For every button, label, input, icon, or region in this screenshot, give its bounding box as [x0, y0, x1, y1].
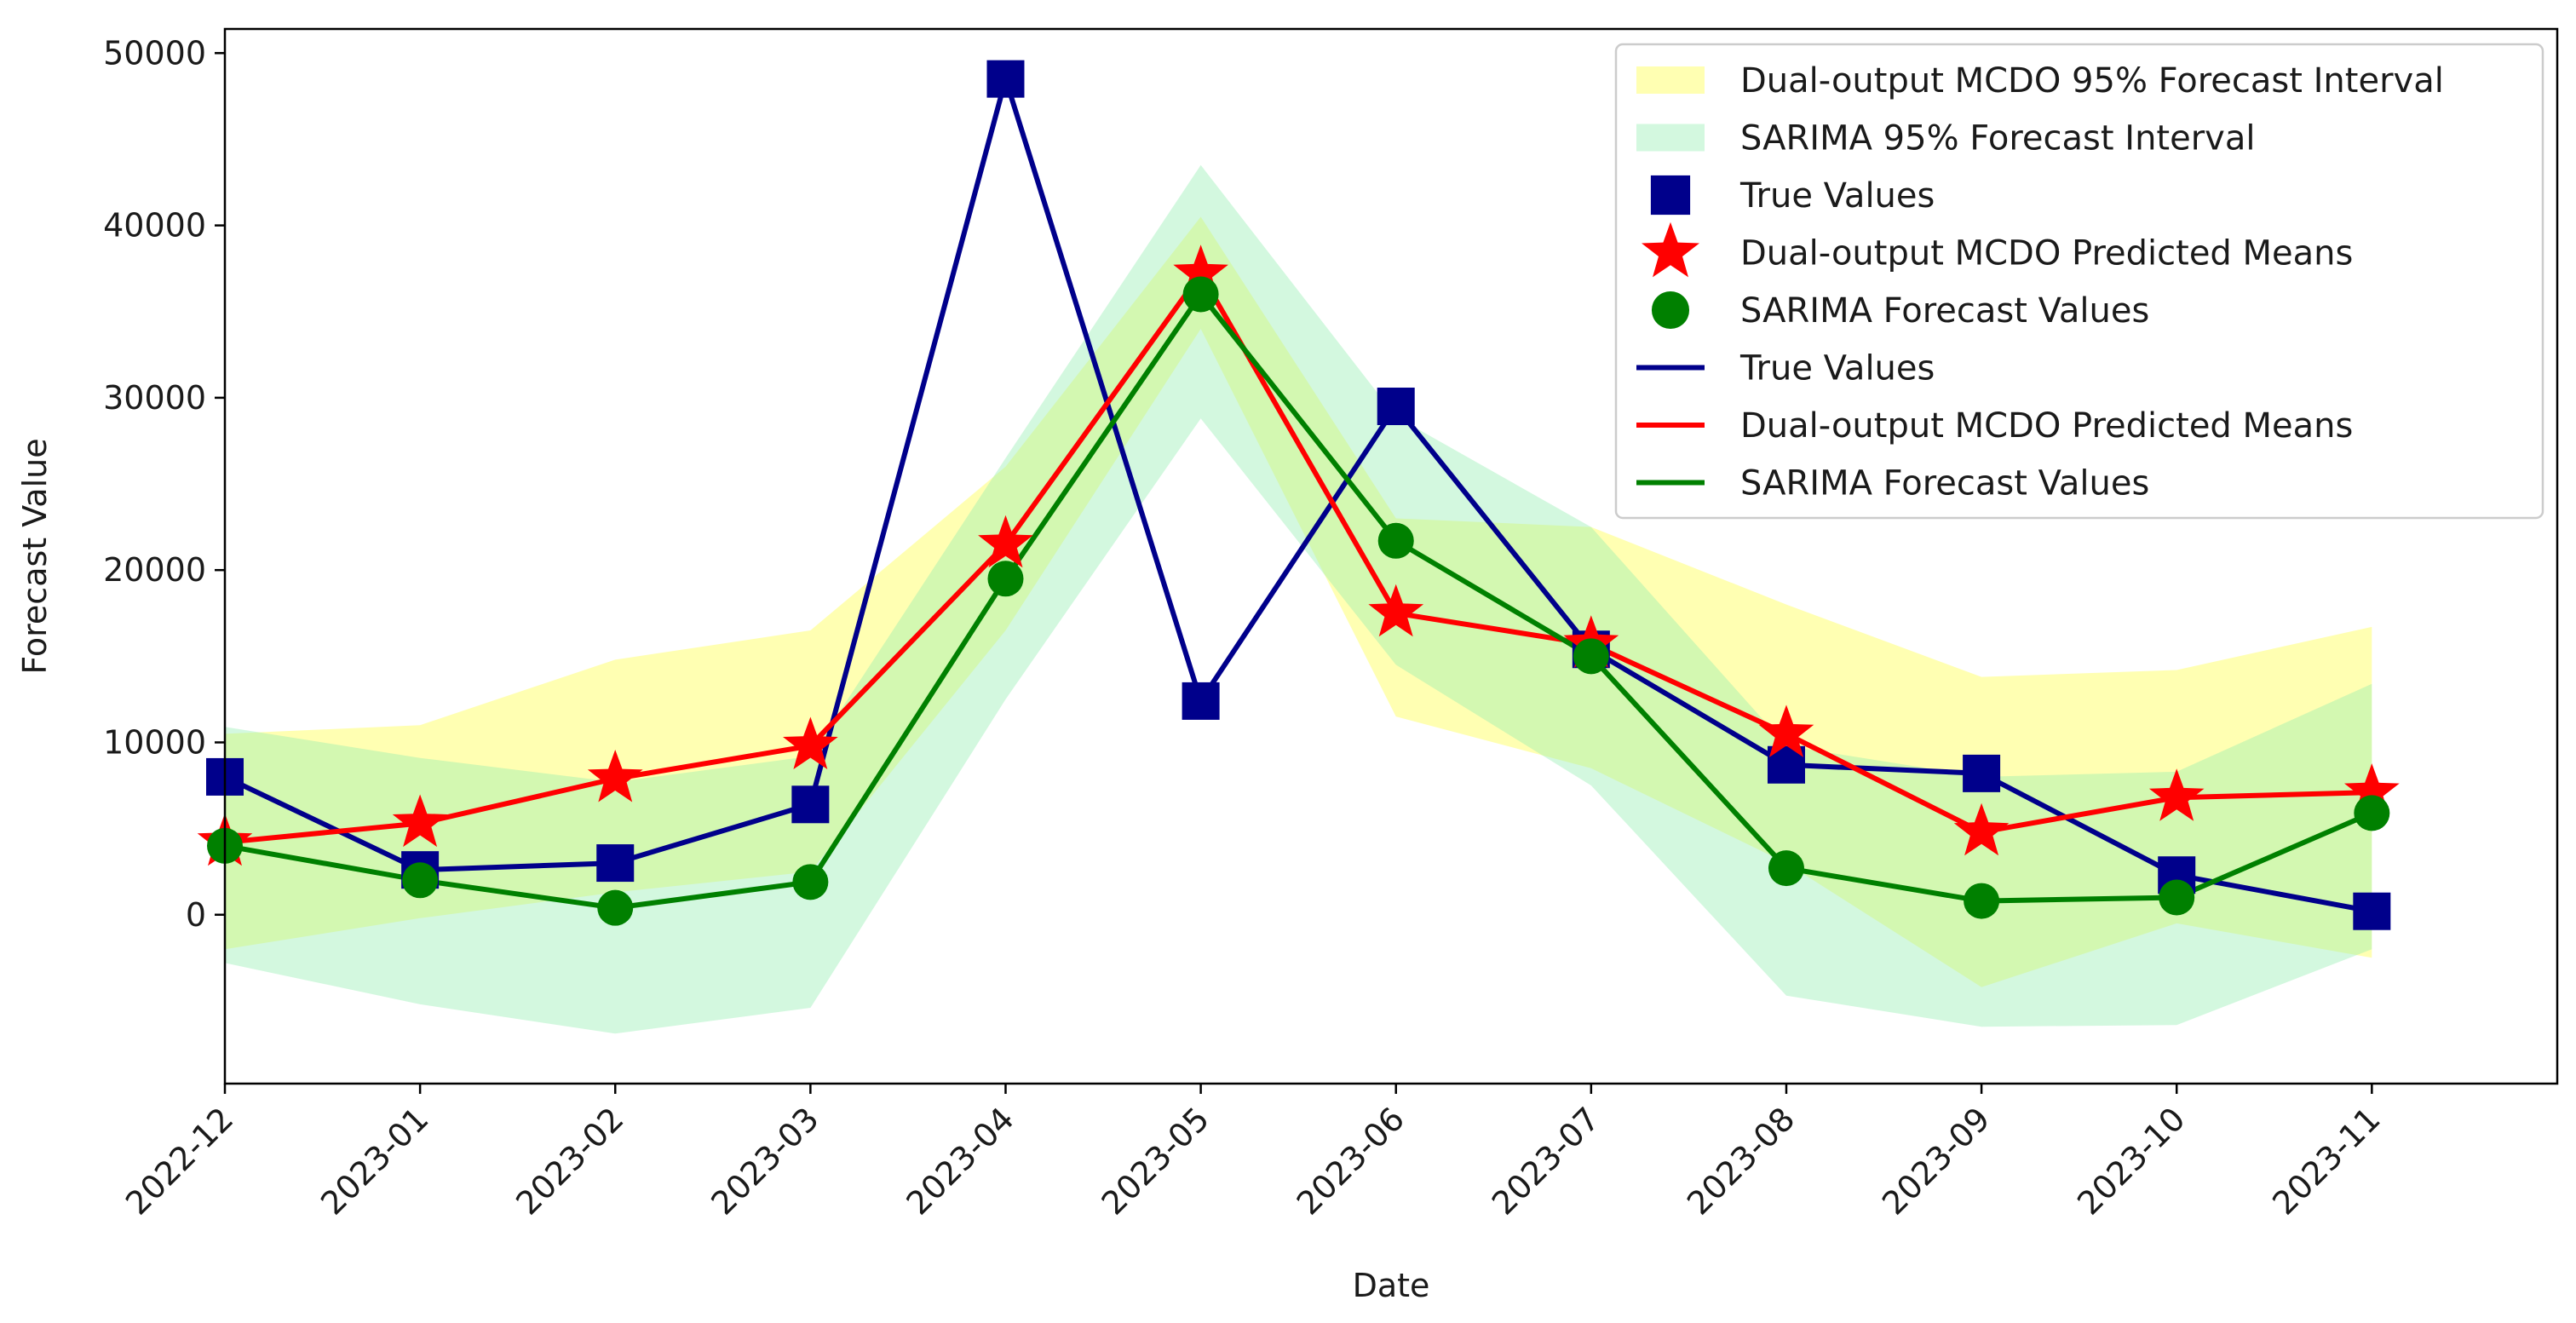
mcdo-mean-marker [587, 750, 643, 802]
sarima-forecast-marker [1573, 638, 1609, 675]
legend-label: SARIMA 95% Forecast Interval [1740, 119, 2255, 158]
sarima-forecast-marker [402, 862, 439, 899]
mcdo-mean-marker [2148, 768, 2205, 821]
legend-swatch [1636, 66, 1705, 94]
y-tick-label: 10000 [103, 723, 206, 761]
legend-label: Dual-output MCDO Predicted Means [1740, 406, 2353, 446]
sarima-forecast-marker [792, 864, 829, 900]
x-axis-label: Date [1353, 1267, 1430, 1304]
legend-label: SARIMA Forecast Values [1740, 291, 2149, 331]
plot-area-frame [223, 27, 2559, 1085]
mcdo-mean-marker [1758, 705, 1814, 757]
series-markers [197, 60, 2400, 930]
mcdo-mean-marker [1953, 802, 2010, 856]
series-lines [223, 76, 2373, 914]
true-value-marker [791, 785, 830, 824]
y-axis-label: Forecast Value [16, 438, 54, 674]
true-value-marker [1377, 388, 1415, 426]
legend-box [1614, 43, 2544, 520]
true-value-marker [986, 60, 1025, 98]
y-tick-label: 20000 [103, 551, 206, 589]
sarima-forecast-marker [2159, 879, 2195, 916]
mcdo-interval-band [225, 216, 2372, 987]
sarima-forecast-marker [2354, 795, 2390, 831]
legend-label: True Values [1739, 349, 1935, 388]
legend-marker-swatch [1642, 221, 1699, 278]
true-value-marker [1963, 754, 2001, 792]
mcdo-mean-marker [392, 794, 448, 848]
sarima-forecast-marker [987, 561, 1024, 597]
legend-label: True Values [1739, 176, 1935, 216]
legend-marker-swatch [1651, 290, 1690, 330]
legend-label: SARIMA Forecast Values [1740, 464, 2149, 503]
mcdo-mean-marker [783, 716, 838, 769]
legend: Dual-output MCDO 95% Forecast Interval SA… [1614, 43, 2544, 520]
mcdo-mean-marker [2344, 763, 2400, 816]
y-tick-label: 40000 [103, 207, 206, 244]
legend-label: Dual-output MCDO Predicted Means [1740, 234, 2353, 273]
true-value-marker [2353, 892, 2391, 930]
legend-marker-swatch [1650, 175, 1691, 216]
y-tick-label: 30000 [103, 379, 206, 417]
mcdo-mean-marker [1173, 244, 1228, 297]
true-values-line [223, 76, 2372, 914]
sarima-forecast-marker [1377, 522, 1414, 559]
sarima-forecast-marker [1964, 883, 2000, 919]
legend-swatch [1636, 124, 1705, 152]
y-axis: 0 10000 20000 30000 40000 50000 [103, 34, 225, 934]
mcdo-mean-marker [978, 515, 1033, 568]
sarima-forecast-marker [1768, 850, 1804, 887]
y-tick-label: 0 [186, 896, 206, 934]
sarima-forecast-marker [1182, 276, 1219, 313]
sarima-forecast-line [224, 291, 2373, 911]
true-value-marker [596, 844, 635, 883]
mcdo-mean-marker [1368, 584, 1424, 637]
mcdo-means-line [224, 271, 2372, 845]
y-tick-label: 50000 [103, 34, 206, 72]
sarima-forecast-marker [597, 889, 634, 926]
legend-label: Dual-output MCDO 95% Forecast Interval [1740, 61, 2444, 101]
true-value-marker [1182, 682, 1220, 720]
